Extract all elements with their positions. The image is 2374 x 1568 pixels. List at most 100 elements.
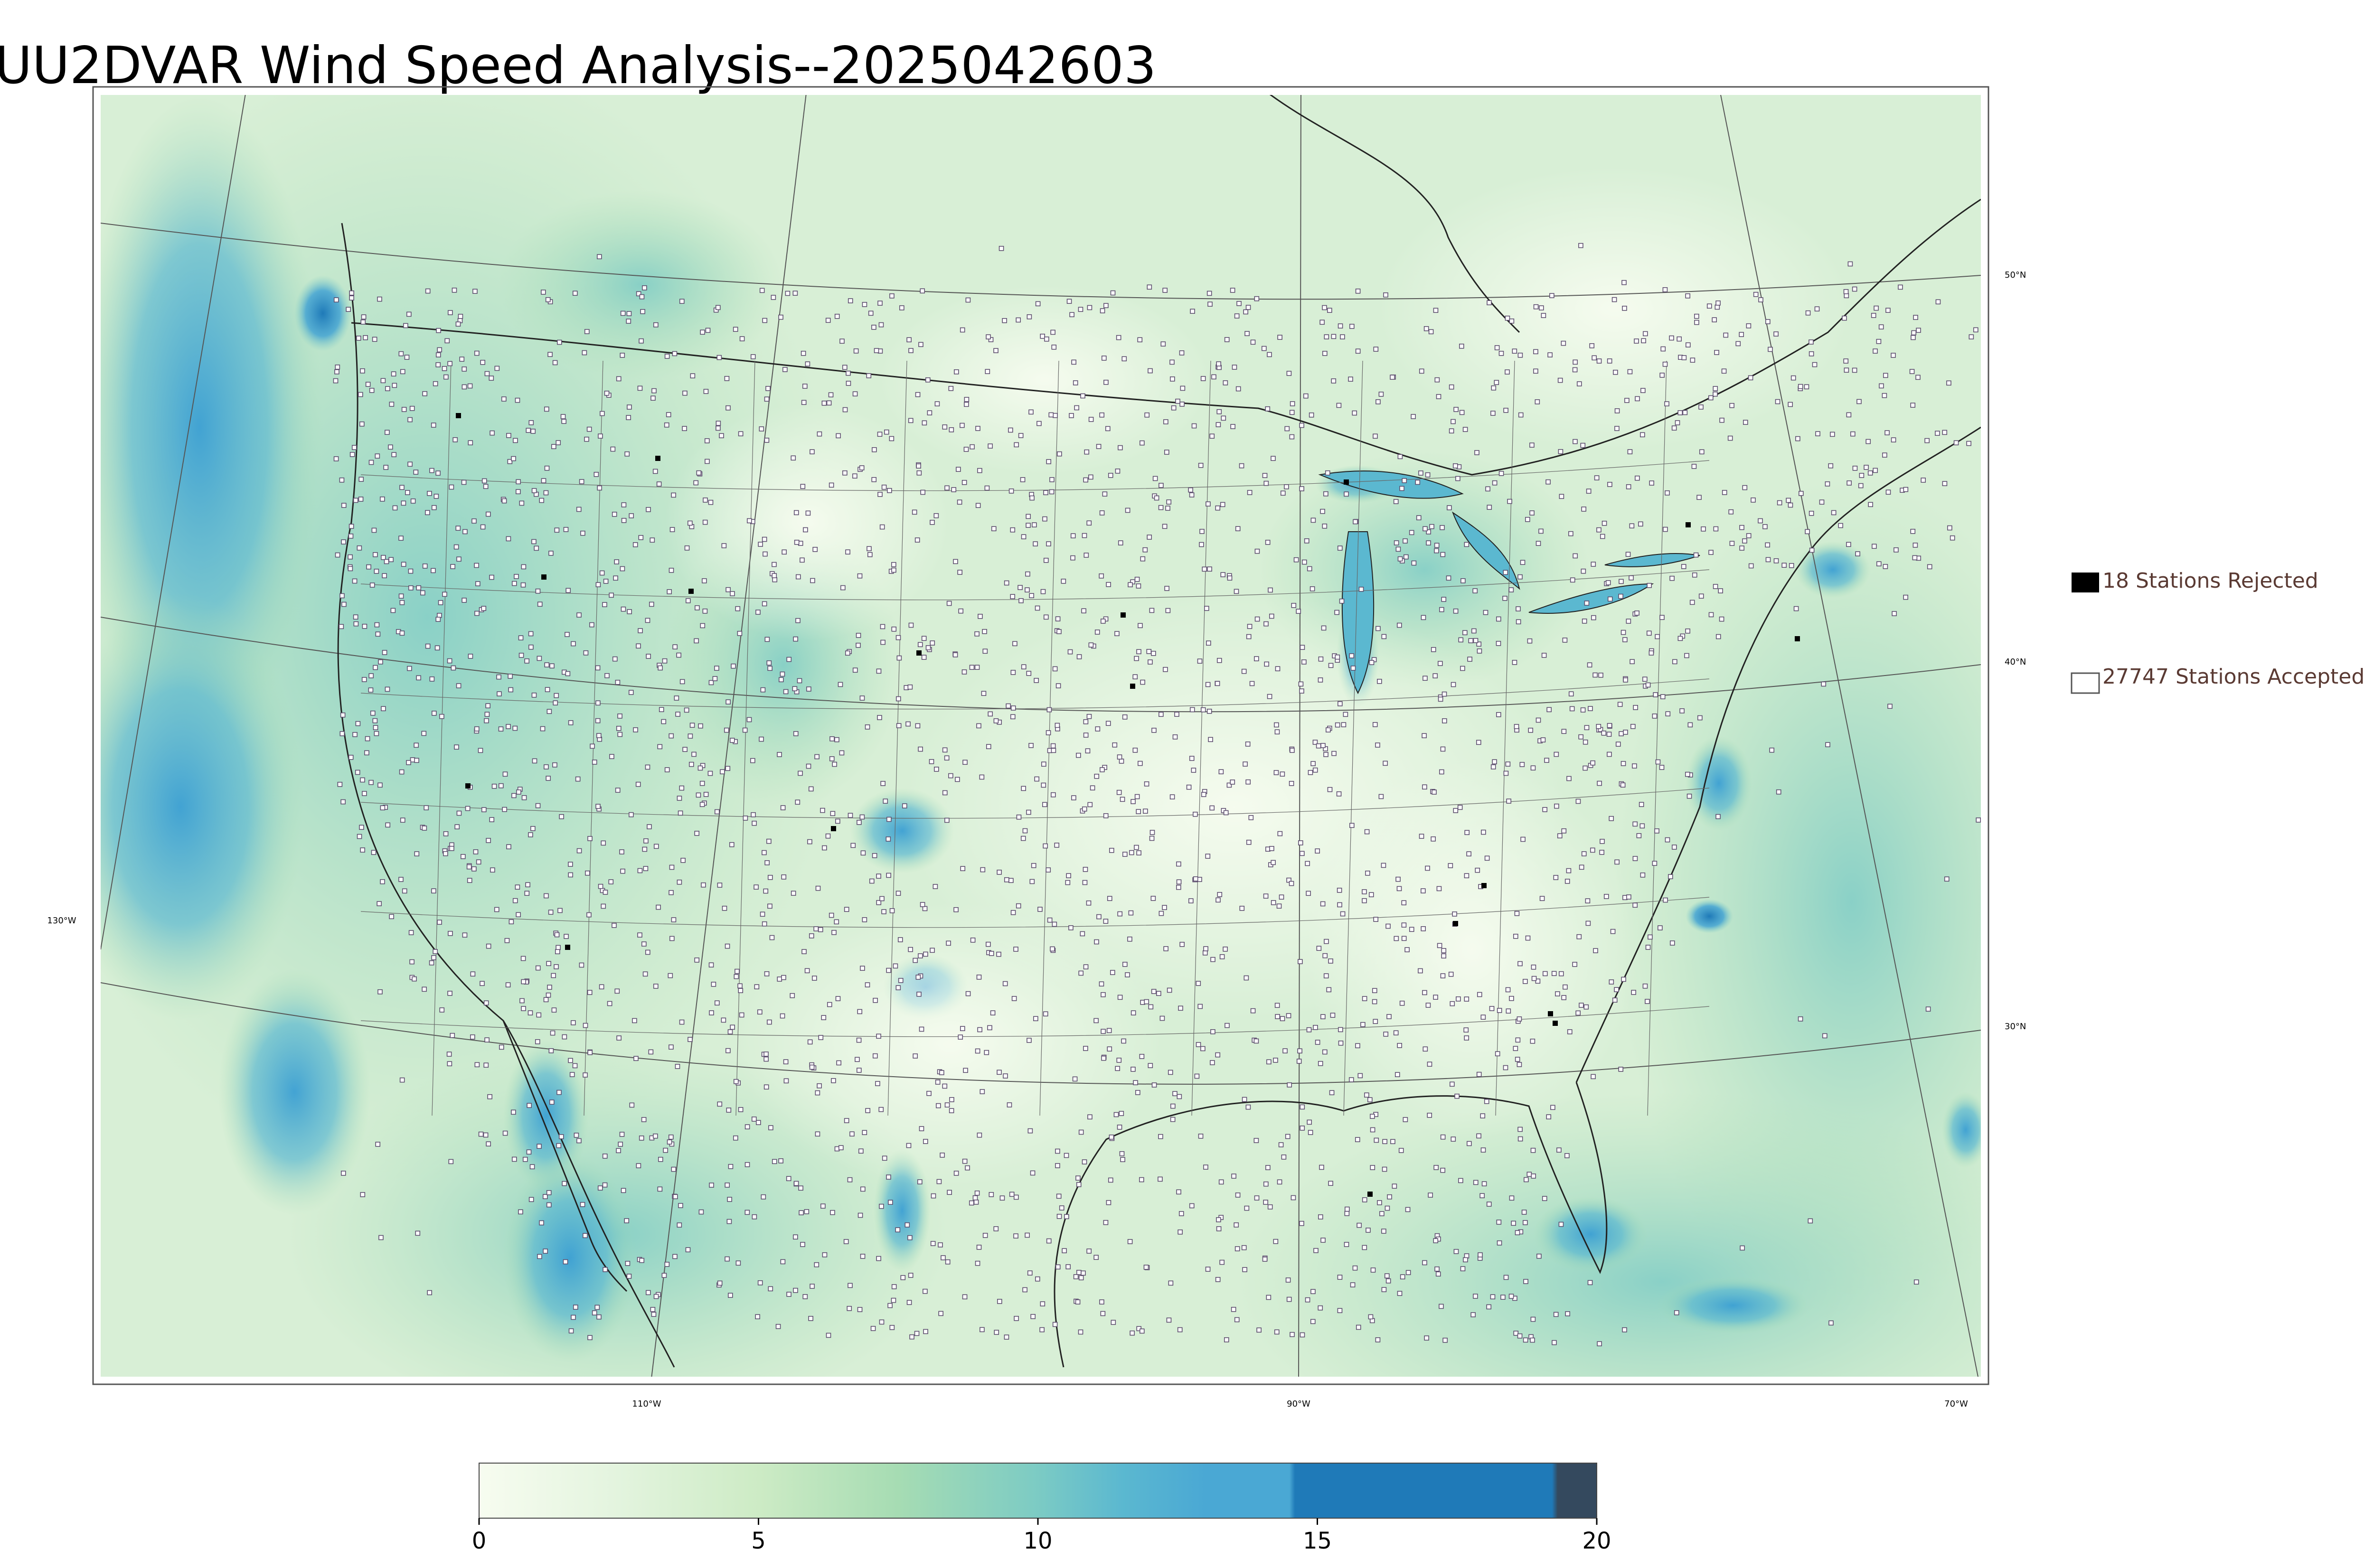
station-accepted <box>947 1190 952 1195</box>
station-accepted <box>1200 1046 1206 1052</box>
station-accepted <box>1448 971 1454 977</box>
station-accepted <box>1605 580 1611 585</box>
station-accepted <box>1515 1037 1521 1043</box>
station-accepted <box>443 851 448 856</box>
station-accepted <box>580 1202 585 1207</box>
station-accepted <box>450 564 455 569</box>
station-accepted <box>1307 566 1312 572</box>
station-accepted <box>444 338 450 344</box>
station-accepted <box>1428 1192 1433 1198</box>
station-accepted <box>1627 449 1633 454</box>
station-accepted <box>996 951 1001 957</box>
station-accepted <box>1082 880 1088 885</box>
station-accepted <box>1147 284 1152 290</box>
wind-field-patch <box>1686 899 1733 933</box>
station-accepted <box>750 758 755 763</box>
station-accepted <box>778 1158 783 1164</box>
station-accepted <box>1614 408 1620 413</box>
station-accepted <box>839 750 845 756</box>
station-accepted <box>1727 435 1733 441</box>
station-accepted <box>817 1083 822 1089</box>
station-accepted <box>717 883 723 888</box>
station-accepted <box>392 505 398 511</box>
station-accepted <box>1130 1010 1136 1015</box>
station-accepted <box>1496 641 1501 646</box>
station-accepted <box>1440 973 1446 978</box>
station-accepted <box>1375 399 1381 404</box>
station-accepted <box>437 347 442 353</box>
station-accepted <box>1912 543 1918 548</box>
station-accepted <box>772 573 777 578</box>
station-accepted <box>1675 420 1680 425</box>
station-accepted <box>1074 405 1079 411</box>
station-accepted <box>1546 707 1552 713</box>
station-accepted <box>1026 671 1032 676</box>
station-accepted <box>363 335 368 340</box>
station-accepted <box>1516 606 1521 611</box>
station-accepted <box>1102 491 1108 497</box>
station-accepted <box>1253 1038 1259 1044</box>
station-accepted <box>1530 1147 1536 1153</box>
station-accepted <box>1216 1226 1222 1231</box>
station-accepted <box>669 527 675 532</box>
station-accepted <box>1100 767 1105 772</box>
station-accepted <box>1199 529 1205 534</box>
station-accepted <box>1611 297 1617 302</box>
station-accepted <box>499 1044 504 1050</box>
station-accepted <box>653 1294 659 1299</box>
station-accepted <box>1106 1200 1112 1205</box>
station-accepted <box>738 988 744 993</box>
station-accepted <box>997 1299 1002 1304</box>
station-accepted <box>812 547 818 552</box>
station-accepted <box>846 370 851 376</box>
station-accepted <box>700 329 705 335</box>
station-accepted <box>522 1156 528 1162</box>
station-accepted <box>1483 610 1488 615</box>
station-accepted <box>1458 637 1464 643</box>
station-accepted <box>1323 752 1328 757</box>
station-accepted <box>663 1147 668 1153</box>
station-accepted <box>1088 474 1093 480</box>
station-accepted <box>704 438 710 443</box>
station-accepted <box>1685 771 1690 777</box>
station-accepted <box>870 1326 876 1331</box>
station-accepted <box>360 1192 366 1197</box>
station-accepted <box>991 526 997 532</box>
station-accepted <box>933 884 938 889</box>
station-accepted <box>891 567 896 573</box>
accepted-swatch <box>2071 672 2100 694</box>
station-accepted <box>1139 1054 1145 1059</box>
station-accepted <box>763 888 769 894</box>
station-accepted <box>940 1152 945 1158</box>
station-accepted <box>1809 351 1814 357</box>
station-accepted <box>1708 395 1714 401</box>
station-accepted <box>1927 564 1932 570</box>
station-accepted <box>1916 328 1921 333</box>
station-accepted <box>847 1305 852 1311</box>
station-accepted <box>678 810 683 816</box>
station-accepted <box>751 812 756 817</box>
station-accepted <box>1819 499 1825 505</box>
station-accepted <box>1073 1274 1079 1279</box>
station-accepted <box>931 1193 936 1199</box>
station-accepted <box>422 391 428 396</box>
station-accepted <box>1554 751 1559 757</box>
station-accepted <box>546 992 551 998</box>
station-accepted <box>1582 619 1587 624</box>
station-accepted <box>1609 979 1614 985</box>
station-accepted <box>474 350 480 356</box>
station-accepted <box>646 654 651 659</box>
station-accepted <box>1205 682 1211 687</box>
station-accepted <box>480 981 485 986</box>
station-accepted <box>528 1010 533 1015</box>
station-accepted <box>675 1064 680 1069</box>
station-accepted <box>1043 614 1049 620</box>
station-accepted <box>429 960 434 966</box>
station-accepted <box>1069 413 1074 418</box>
great-lake-shape <box>1341 531 1375 695</box>
station-accepted <box>431 955 436 960</box>
station-accepted <box>1976 817 1981 823</box>
station-accepted <box>1267 352 1272 357</box>
station-accepted <box>1349 324 1355 329</box>
station-accepted <box>1030 1170 1036 1176</box>
